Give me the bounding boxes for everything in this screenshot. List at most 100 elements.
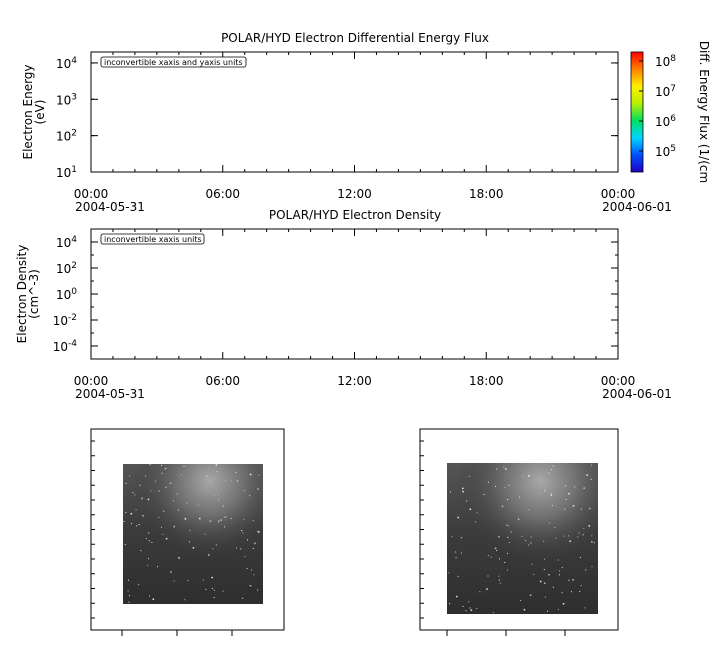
image-speckle bbox=[498, 579, 500, 581]
image-speckle bbox=[505, 468, 507, 470]
image-speckle bbox=[530, 536, 532, 538]
image-speckle bbox=[165, 486, 167, 488]
image-speckle bbox=[580, 585, 582, 587]
panel2-x-tick-label: 06:00 bbox=[205, 374, 240, 388]
panel1-y-label-line1: Electron Energy bbox=[21, 64, 35, 159]
image-speckle bbox=[254, 542, 256, 544]
image-speckle bbox=[148, 532, 150, 534]
image-speckle bbox=[123, 521, 125, 522]
image-speckle bbox=[530, 542, 532, 544]
image-speckle bbox=[468, 475, 470, 477]
auroral-glow-right bbox=[447, 463, 598, 614]
image-speckle bbox=[145, 538, 147, 539]
image-speckle bbox=[543, 558, 545, 560]
panel1-y-tick-label: 102 bbox=[56, 129, 77, 144]
panel2-x-tick-label: 12:00 bbox=[337, 374, 372, 388]
image-speckle bbox=[552, 586, 554, 588]
panel2-y-label-line1: Electron Density bbox=[15, 245, 29, 344]
image-speckle bbox=[140, 550, 142, 552]
image-speckle bbox=[568, 579, 570, 581]
panel1-y-label-line2: (eV) bbox=[33, 100, 47, 125]
image-speckle bbox=[449, 603, 451, 605]
image-speckle bbox=[528, 544, 529, 546]
image-speckle bbox=[139, 484, 141, 486]
panel1-x-tick-label: 00:00 bbox=[601, 187, 636, 201]
image-speckle bbox=[178, 557, 180, 559]
image-speckle bbox=[189, 530, 191, 531]
image-speckle bbox=[136, 525, 138, 527]
image-speckle bbox=[129, 475, 131, 477]
image-speckle bbox=[218, 521, 220, 523]
image-speckle bbox=[504, 486, 506, 488]
image-speckle bbox=[523, 608, 526, 611]
image-speckle bbox=[564, 508, 566, 510]
image-speckle bbox=[165, 537, 168, 540]
image-speckle bbox=[528, 475, 530, 477]
image-speckle bbox=[247, 539, 248, 541]
panel2-x-axis: 00:00 06:00 12:00 18:00 00:00 bbox=[74, 229, 635, 388]
image-speckle bbox=[212, 548, 214, 550]
auroral-glow-left bbox=[123, 464, 263, 604]
image-speckle bbox=[217, 493, 219, 495]
image-speckle bbox=[544, 596, 546, 598]
image-speckle bbox=[561, 567, 563, 569]
panel2-plot-frame bbox=[90, 228, 619, 360]
panel1-annotation-box bbox=[100, 56, 247, 68]
image-speckle bbox=[222, 505, 224, 507]
image-ticks-left bbox=[91, 440, 233, 636]
image-speckle bbox=[466, 500, 468, 502]
image-speckle bbox=[150, 490, 152, 492]
image-speckle bbox=[577, 536, 579, 538]
panel1-y-label: Electron Energy (eV) bbox=[21, 64, 47, 159]
image-speckle bbox=[591, 535, 593, 537]
image-speckle bbox=[184, 518, 187, 520]
image-speckle bbox=[173, 580, 175, 582]
image-speckle bbox=[222, 590, 224, 592]
image-speckle bbox=[550, 494, 553, 496]
image-speckle bbox=[186, 502, 188, 504]
image-speckle bbox=[208, 554, 210, 556]
image-speckle bbox=[583, 527, 585, 529]
image-speckle bbox=[570, 591, 572, 593]
colorbar-tick-label: 105 bbox=[655, 144, 676, 159]
image-speckle bbox=[496, 550, 498, 552]
image-speckle bbox=[494, 547, 497, 550]
image-speckle bbox=[460, 537, 462, 539]
image-speckle bbox=[572, 579, 574, 581]
image-speckle bbox=[162, 533, 164, 535]
image-speckle bbox=[451, 536, 453, 538]
image-speckle bbox=[205, 588, 207, 590]
panel1-date-right: 2004-06-01 bbox=[602, 200, 672, 214]
image-speckle bbox=[149, 464, 151, 466]
image-speckle bbox=[578, 532, 580, 534]
image-speckle bbox=[503, 466, 505, 468]
image-speckle bbox=[131, 523, 133, 525]
image-speckle bbox=[544, 490, 546, 492]
image-speckle bbox=[507, 552, 508, 554]
image-speckle bbox=[164, 468, 166, 470]
image-speckle bbox=[448, 572, 450, 574]
image-speckle bbox=[258, 531, 260, 533]
image-speckle bbox=[455, 557, 457, 559]
image-speckle bbox=[486, 588, 488, 590]
panel1-date-left: 2004-05-31 bbox=[75, 200, 145, 214]
panel1-title: POLAR/HYD Electron Differential Energy F… bbox=[221, 31, 489, 45]
image-speckle bbox=[462, 487, 464, 490]
image-speckle bbox=[258, 474, 260, 476]
image-speckle bbox=[218, 499, 220, 501]
image-speckle bbox=[555, 537, 557, 539]
image-speckle bbox=[230, 517, 232, 519]
image-speckle bbox=[590, 478, 592, 480]
image-speckle bbox=[504, 562, 506, 563]
image-speckle bbox=[538, 492, 540, 494]
image-speckle bbox=[251, 569, 252, 571]
image-speckle bbox=[579, 590, 581, 592]
panel2-y-tick-label: 100 bbox=[56, 287, 77, 302]
image-speckle bbox=[151, 542, 153, 543]
image-speckle bbox=[149, 595, 150, 597]
image-speckle bbox=[456, 595, 458, 598]
image-speckle bbox=[249, 495, 251, 497]
image-speckle bbox=[128, 595, 130, 597]
image-speckle bbox=[492, 611, 494, 613]
